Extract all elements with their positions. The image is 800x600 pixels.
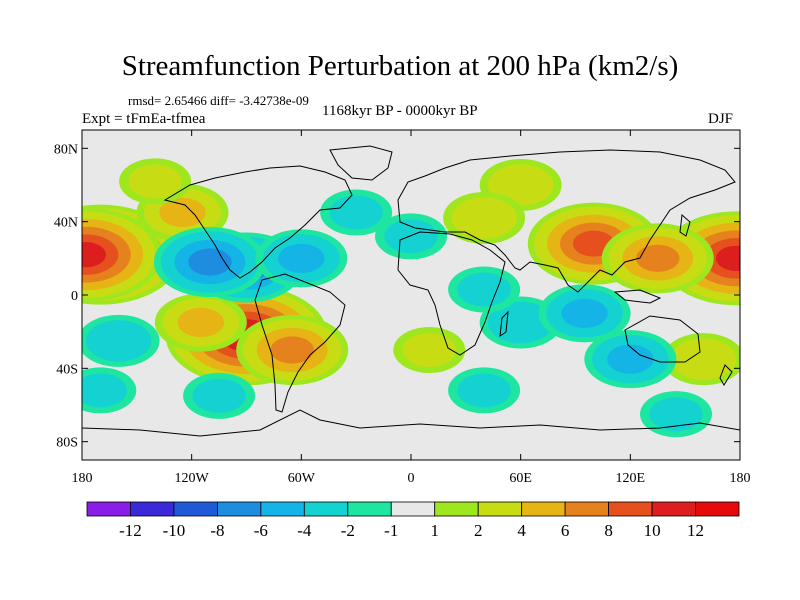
coastlines bbox=[82, 145, 740, 437]
colorbar-swatch bbox=[521, 501, 566, 517]
anomaly-contour bbox=[607, 344, 654, 374]
anomaly-contour bbox=[85, 320, 152, 362]
colorbar-label: 10 bbox=[644, 521, 661, 540]
coast-indonesia bbox=[613, 289, 662, 304]
anomaly-contour bbox=[402, 333, 456, 367]
y-tick-label: 0 bbox=[71, 289, 78, 304]
colorbar-label: 6 bbox=[561, 521, 570, 540]
colorbar-swatch bbox=[695, 501, 740, 517]
x-tick-label: 0 bbox=[408, 471, 415, 486]
x-tick-label: 60E bbox=[509, 471, 532, 486]
anomaly-field bbox=[82, 158, 740, 438]
coast-antarctica bbox=[82, 409, 740, 437]
period-label: 1168kyr BP - 0000kyr BP bbox=[322, 103, 478, 119]
colorbar-swatch bbox=[434, 501, 479, 517]
colorbar-swatch bbox=[86, 501, 131, 517]
colorbar-swatch bbox=[216, 501, 262, 517]
coast-australia bbox=[624, 315, 701, 363]
colorbar-label: -4 bbox=[297, 521, 312, 540]
colorbar-label: 8 bbox=[604, 521, 613, 540]
colorbar-label: -12 bbox=[119, 521, 142, 540]
chart-title: Streamfunction Perturbation at 200 hPa (… bbox=[121, 50, 679, 82]
anomaly-contour bbox=[329, 195, 383, 230]
anomaly-contour bbox=[670, 338, 737, 380]
colorbar-swatch bbox=[130, 501, 175, 517]
stats-label: rmsd= 2.65466 diff= -3.42738e-09 bbox=[128, 93, 309, 108]
y-tick-label: 40N bbox=[54, 216, 78, 231]
anomaly-contour bbox=[457, 373, 511, 408]
colorbar-swatch bbox=[608, 501, 653, 517]
colorbar-swatch bbox=[564, 501, 610, 517]
x-tick-label: 60W bbox=[288, 471, 316, 486]
colorbar-swatch bbox=[477, 501, 523, 517]
x-tick-label: 180 bbox=[730, 471, 751, 486]
colorbar-label: 2 bbox=[474, 521, 483, 540]
anomaly-contour bbox=[82, 242, 107, 268]
x-tick-label: 180 bbox=[72, 471, 93, 486]
colorbar-swatch bbox=[347, 501, 392, 517]
experiment-label: Expt = tFmEa-tfmea bbox=[82, 111, 206, 127]
coast-japan bbox=[679, 213, 691, 237]
coast-africa bbox=[397, 231, 506, 356]
anomaly-contour bbox=[270, 336, 314, 364]
anomaly-contour bbox=[128, 164, 182, 199]
anomaly-contour bbox=[715, 245, 740, 271]
anomaly-contour bbox=[649, 397, 703, 432]
colorbar-label: 12 bbox=[687, 521, 704, 540]
anomaly-contour bbox=[561, 298, 608, 328]
y-tick-label: 40S bbox=[56, 362, 78, 377]
colorbar-label: 4 bbox=[517, 521, 526, 540]
coast-new-zealand bbox=[719, 364, 733, 386]
coast-eurasia bbox=[397, 149, 736, 293]
coast-north-america bbox=[163, 165, 353, 279]
y-tick-label: 80N bbox=[54, 142, 78, 157]
colorbar-swatch bbox=[173, 501, 218, 517]
colorbar-label: -1 bbox=[384, 521, 398, 540]
x-tick-label: 120W bbox=[175, 471, 210, 486]
colorbar-label: 1 bbox=[430, 521, 439, 540]
coast-south-america bbox=[254, 273, 346, 413]
x-tick-label: 120E bbox=[616, 471, 646, 486]
anomaly-contour bbox=[177, 307, 225, 338]
colorbar-label: -8 bbox=[210, 521, 224, 540]
colorbar-label: -2 bbox=[341, 521, 355, 540]
colorbar-swatch bbox=[651, 501, 696, 517]
coast-greenland bbox=[329, 145, 393, 181]
colorbar-label: -10 bbox=[163, 521, 186, 540]
colorbar: -12 -10 -8 -6 -4 -2 -1 1 2 4 6 8 10 12 bbox=[86, 501, 740, 540]
colorbar-swatch bbox=[260, 501, 305, 517]
anomaly-contour bbox=[192, 378, 246, 413]
anomaly-contour bbox=[278, 243, 325, 273]
season-label: DJF bbox=[708, 111, 734, 127]
anomaly-contour bbox=[457, 272, 511, 307]
colorbar-label: -6 bbox=[254, 521, 268, 540]
colorbar-swatch bbox=[390, 501, 436, 517]
anomaly-contour bbox=[451, 197, 517, 239]
colorbar-swatch bbox=[303, 501, 349, 517]
anomaly-contour bbox=[636, 244, 680, 272]
anomaly-contour bbox=[159, 197, 206, 228]
anomaly-contour bbox=[384, 219, 438, 254]
coast-madagascar bbox=[499, 310, 509, 338]
y-tick-label: 80S bbox=[56, 436, 78, 451]
axis-ticks: 180 120W 60W 0 60E 120E 180 80N 40N 0 40S 80S bbox=[54, 130, 751, 486]
anomaly-contour bbox=[82, 373, 127, 408]
